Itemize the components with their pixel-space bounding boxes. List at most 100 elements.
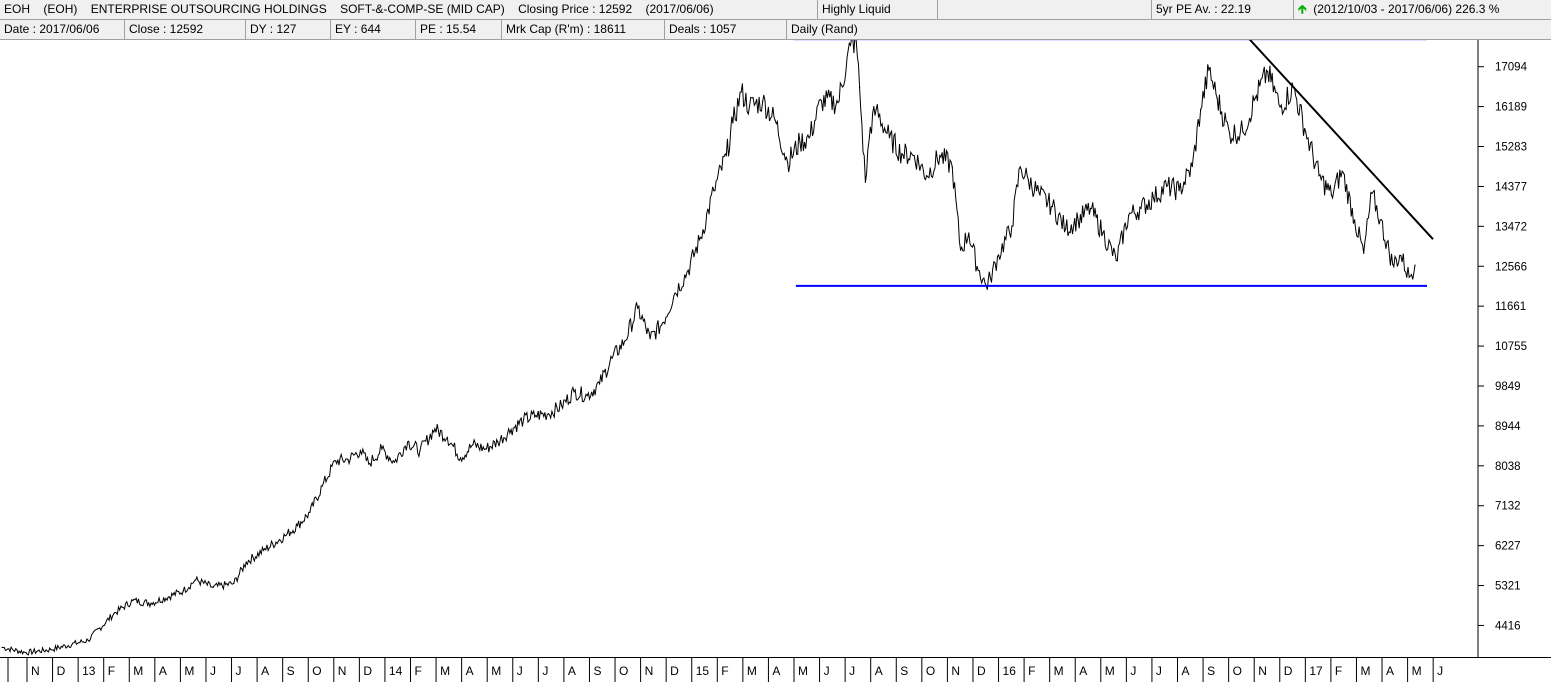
price-point xyxy=(368,463,370,465)
x-tick-label: A xyxy=(1079,664,1087,678)
price-point xyxy=(87,639,89,641)
price-point xyxy=(1242,131,1244,133)
price-point xyxy=(522,419,525,421)
x-tick-label: N xyxy=(31,664,40,678)
price-point xyxy=(859,87,861,89)
title-bar: EOH (EOH) ENTERPRISE OUTSOURCING HOLDING… xyxy=(0,0,1551,20)
x-tick-label: F xyxy=(414,664,421,678)
price-point xyxy=(1279,106,1281,108)
price-point xyxy=(381,448,383,450)
x-tick-label: A xyxy=(1181,664,1189,678)
stat-deals: Deals : 1057 xyxy=(669,22,737,36)
price-point xyxy=(1305,131,1307,133)
price-point xyxy=(150,602,152,604)
price-point xyxy=(182,590,184,592)
x-tick-label: J xyxy=(1437,664,1443,678)
x-axis: N D 13 F M A M J J A S O N D 14 F M A M J J A S O N D 15 F M A M J J A S O N… xyxy=(0,657,1551,682)
x-tick-label: N xyxy=(338,664,347,678)
price-point xyxy=(926,175,928,177)
price-point xyxy=(335,460,337,462)
x-tick-label: A xyxy=(261,664,269,678)
y-tick-label: 8038 xyxy=(1495,461,1521,473)
stat-dy: DY : 127 xyxy=(250,22,297,36)
x-tick-label: F xyxy=(1335,664,1342,678)
price-point xyxy=(913,154,915,157)
pe-avg-cell: 5yr PE Av. : 22.19 xyxy=(1152,0,1294,19)
price-point xyxy=(637,307,639,309)
price-point xyxy=(245,561,247,563)
price-point xyxy=(687,269,689,271)
x-axis-svg: N D 13 F M A M J J A S O N D 14 F M A M J J A S O N D 15 F M A M J J A S O N… xyxy=(7,658,1443,682)
x-tick-label: 15 xyxy=(696,664,710,678)
x-tick-label: M xyxy=(1360,664,1370,678)
stat-date: Date : 2017/06/06 xyxy=(4,22,100,36)
stat-deals-cell: Deals : 1057 xyxy=(665,20,787,39)
x-tick-label: S xyxy=(1207,664,1215,678)
price-point xyxy=(1392,263,1394,265)
stat-mktcap: Mrk Cap (R'm) : 18611 xyxy=(506,22,627,36)
x-tick-label: J xyxy=(517,664,523,678)
x-tick-label: F xyxy=(721,664,728,678)
price-point xyxy=(1077,219,1079,221)
y-tick-label: 13472 xyxy=(1495,221,1527,233)
stat-mktcap-cell: Mrk Cap (R'm) : 18611 xyxy=(502,20,665,39)
price-point xyxy=(989,277,992,279)
y-tick-label: 7132 xyxy=(1495,501,1521,513)
x-tick-label: J xyxy=(236,664,242,678)
x-tick-label: A xyxy=(466,664,474,678)
price-point xyxy=(740,91,742,93)
x-tick-label: M xyxy=(747,664,757,678)
price-point xyxy=(586,395,588,397)
stat-close: Close : 12592 xyxy=(129,22,204,36)
price-point xyxy=(864,181,867,183)
price-point xyxy=(960,249,962,251)
price-point xyxy=(611,357,613,359)
price-point xyxy=(849,44,852,46)
x-tick-label: D xyxy=(977,664,986,678)
price-point xyxy=(407,441,409,443)
price-point xyxy=(901,153,903,155)
price-point xyxy=(1363,252,1365,254)
price-point xyxy=(1330,194,1332,196)
price-point xyxy=(309,511,311,513)
price-point xyxy=(359,450,361,452)
price-point xyxy=(573,391,575,393)
y-tick-label: 10755 xyxy=(1495,341,1527,353)
price-point xyxy=(132,600,134,602)
x-tick-label: 14 xyxy=(389,664,403,678)
x-tick-label: J xyxy=(210,664,216,678)
price-point xyxy=(195,579,197,581)
stat-period: Daily (Rand) xyxy=(791,22,858,36)
x-tick-label: O xyxy=(1233,664,1242,678)
x-tick-label: A xyxy=(159,664,167,678)
price-point xyxy=(1152,197,1154,199)
y-tick-label: 6227 xyxy=(1495,541,1521,553)
x-tick-label: D xyxy=(1284,664,1293,678)
title-cell: EOH (EOH) ENTERPRISE OUTSOURCING HOLDING… xyxy=(0,0,818,19)
price-point xyxy=(713,190,715,192)
x-tick-label: 16 xyxy=(1003,664,1017,678)
price-point xyxy=(484,448,486,450)
price-point xyxy=(113,613,115,615)
price-point xyxy=(1318,175,1320,177)
price-point xyxy=(976,265,978,268)
price-point xyxy=(1102,232,1104,234)
price-point xyxy=(1128,214,1130,216)
price-point xyxy=(1371,192,1373,194)
price-point xyxy=(1011,225,1013,227)
price-point xyxy=(233,582,235,585)
x-tick-label: 17 xyxy=(1309,664,1323,678)
price-point xyxy=(472,444,474,446)
price-point xyxy=(1408,276,1410,278)
price-point xyxy=(725,154,727,157)
price-point xyxy=(623,340,626,342)
price-point xyxy=(939,154,941,157)
price-point xyxy=(561,405,563,407)
price-point xyxy=(446,436,448,439)
x-tick-label: J xyxy=(542,664,548,678)
x-tick-label: F xyxy=(108,664,115,678)
x-tick-label: M xyxy=(1412,664,1422,678)
x-tick-label: A xyxy=(772,664,780,678)
price-point xyxy=(732,122,734,124)
stat-pe: PE : 15.54 xyxy=(420,22,477,36)
